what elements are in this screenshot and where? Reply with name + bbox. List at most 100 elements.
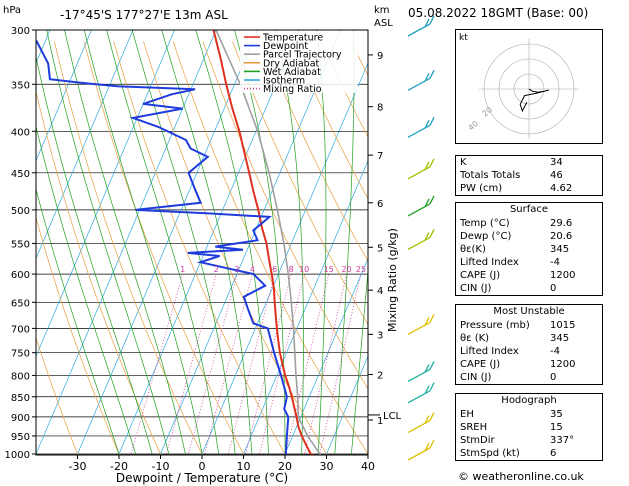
wind-barb-flag bbox=[424, 18, 430, 28]
indices-row: K 34 bbox=[456, 156, 602, 169]
date-title: 05.08.2022 18GMT (Base: 00) bbox=[408, 6, 589, 20]
most-unstable-row: CIN (J) 0 bbox=[456, 371, 602, 384]
wet-adiabat-line bbox=[316, 30, 327, 455]
mixing-ratio-label: 10 bbox=[299, 265, 309, 274]
surface-key: CAPE (J) bbox=[460, 270, 501, 281]
hpa-label: hPa bbox=[3, 5, 21, 16]
mixing-ratio-line bbox=[303, 274, 348, 455]
wind-barb-staff bbox=[407, 419, 431, 434]
mixing-ratio-line bbox=[244, 274, 292, 455]
indices-value: 4.62 bbox=[550, 183, 573, 194]
surface-row: CAPE (J) 1200 bbox=[456, 269, 602, 282]
pressure-tick-label: 600 bbox=[11, 270, 30, 281]
most-unstable-table: Most Unstable Pressure (mb) 1015 θε (K) 345… bbox=[455, 304, 603, 385]
indices-row: Totals Totals 46 bbox=[456, 169, 602, 182]
surface-value: 1200 bbox=[550, 270, 576, 281]
hodograph: kt 40 20 bbox=[455, 29, 603, 144]
legend-entry: Dry Adiabat bbox=[263, 58, 320, 69]
asl-label: ASL bbox=[374, 18, 393, 29]
mixing-ratio-line bbox=[203, 274, 253, 455]
wet-adiabat-line bbox=[36, 125, 136, 455]
wind-barb-flag bbox=[429, 69, 435, 79]
wind-barb-flag bbox=[424, 442, 430, 452]
hodograph-stats-value: 35 bbox=[550, 409, 563, 420]
dry-adiabat-line bbox=[36, 90, 162, 455]
most-unstable-value: 1200 bbox=[550, 359, 576, 370]
wind-barb-flag bbox=[429, 314, 435, 323]
hodograph-stats-row: EH 35 bbox=[456, 408, 602, 421]
dry-adiabat-line bbox=[172, 41, 368, 455]
most-unstable-key: Lifted Index bbox=[460, 346, 519, 357]
wet-adiabat-line bbox=[161, 30, 253, 455]
credit-text: © weatheronline.co.uk bbox=[458, 470, 584, 483]
wind-barb-flag bbox=[429, 439, 435, 449]
surface-row: Lifted Index -4 bbox=[456, 256, 602, 269]
mixing-ratio-label: 8 bbox=[289, 265, 294, 274]
x-axis-label: Dewpoint / Temperature (°C) bbox=[116, 471, 288, 485]
km-tick-label: 5 bbox=[377, 243, 383, 254]
series-dewpoint bbox=[36, 39, 290, 455]
wind-barb-flag bbox=[429, 412, 435, 421]
wet-adiabat-line bbox=[46, 30, 170, 455]
km-tick-label: 2 bbox=[377, 371, 383, 382]
km-tick-label: 6 bbox=[377, 199, 383, 210]
legend-entry: Wet Adiabat bbox=[263, 67, 321, 78]
location-title: -17°45'S 177°27'E 13m ASL bbox=[60, 8, 228, 22]
surface-key: Dewp (°C) bbox=[460, 231, 512, 242]
surface-value: 345 bbox=[550, 244, 570, 255]
temperature-tick-label: -10 bbox=[152, 460, 170, 473]
most-unstable-row: Lifted Index -4 bbox=[456, 345, 602, 358]
wind-barb-flag bbox=[429, 361, 435, 370]
lcl-label: LCL bbox=[383, 411, 402, 422]
hodograph-stats-value: 337° bbox=[550, 435, 575, 446]
most-unstable-key: CAPE (J) bbox=[460, 359, 501, 370]
legend-entry: Isotherm bbox=[263, 76, 305, 87]
surface-value: 29.6 bbox=[550, 218, 573, 229]
hodograph-stats-row: StmSpd (kt) 6 bbox=[456, 447, 602, 460]
pressure-tick-label: 800 bbox=[11, 371, 30, 382]
dry-adiabat-line bbox=[36, 336, 79, 455]
wind-barb-flag bbox=[429, 117, 435, 126]
wind-barb-staff bbox=[407, 77, 431, 91]
wet-adiabat-line bbox=[64, 30, 186, 455]
isotherm-line bbox=[36, 30, 134, 260]
pressure-tick-label: 500 bbox=[11, 206, 30, 217]
wind-barb bbox=[407, 69, 435, 91]
wind-barb-flag bbox=[424, 72, 430, 82]
temperature-tick-label: -30 bbox=[69, 460, 87, 473]
pressure-tick-label: 700 bbox=[11, 324, 30, 335]
wind-barb-flag bbox=[424, 120, 430, 129]
surface-row: CIN (J) 0 bbox=[456, 282, 602, 295]
pressure-tick-label: 1000 bbox=[5, 450, 30, 461]
surface-key: Temp (°C) bbox=[460, 218, 510, 229]
surface-row: Dewp (°C) 20.6 bbox=[456, 230, 602, 243]
most-unstable-row: CAPE (J) 1200 bbox=[456, 358, 602, 371]
hodograph-stats-table: Hodograph EH 35 SREH 15 StmDir 337° StmSpd (kt… bbox=[455, 393, 603, 461]
isotherm-line bbox=[325, 355, 368, 455]
legend-entry: Dewpoint bbox=[263, 41, 308, 52]
temperature-tick-label: 20 bbox=[278, 460, 292, 473]
temperature-tick-label: 40 bbox=[361, 460, 375, 473]
km-tick-label: 3 bbox=[377, 330, 383, 341]
hodograph-stats-key: EH bbox=[460, 409, 474, 420]
hodograph-stats-key: StmDir bbox=[460, 435, 495, 446]
wind-barb bbox=[407, 382, 435, 404]
mixing-ratio-label: 15 bbox=[324, 265, 334, 274]
wind-barb bbox=[407, 117, 435, 138]
isotherm-line bbox=[36, 30, 175, 358]
wind-barb-flag bbox=[424, 161, 430, 171]
isotherm-line bbox=[242, 159, 368, 455]
isotherm-line bbox=[76, 30, 258, 455]
mixing-ratio-label: 25 bbox=[356, 265, 366, 274]
wind-barb bbox=[407, 314, 435, 335]
indices-value: 46 bbox=[550, 170, 563, 181]
wet-adiabat-line bbox=[195, 30, 269, 455]
pressure-tick-label: 550 bbox=[11, 239, 30, 250]
dry-adiabat-line bbox=[261, 41, 368, 263]
km-tick-label: 7 bbox=[377, 151, 383, 162]
wind-barb-staff bbox=[407, 203, 431, 217]
hodograph-unit-label: kt bbox=[459, 33, 468, 43]
km-tick-label: 1 bbox=[377, 416, 383, 427]
pressure-tick-label: 850 bbox=[11, 393, 30, 404]
